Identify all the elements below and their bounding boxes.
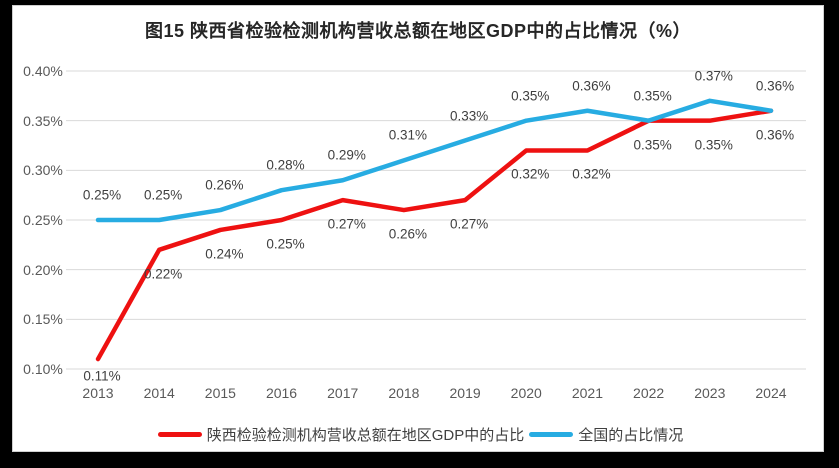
data-label: 0.25% (266, 236, 305, 252)
y-axis-tick-label: 0.35% (23, 112, 63, 129)
chart-legend: 陕西检验检测机构营收总额在地区GDP中的占比 全国的占比情况 (13, 423, 823, 445)
data-label: 0.35% (511, 88, 550, 104)
legend-swatch-shaanxi-line (157, 431, 202, 437)
data-label: 0.31% (388, 127, 428, 143)
x-axis-tick-label: 2016 (265, 385, 298, 401)
x-axis-tick-label: 2017 (327, 385, 359, 401)
x-axis-tick-label: 2019 (449, 385, 481, 401)
data-label: 0.32% (572, 166, 611, 182)
data-label: 0.35% (633, 88, 672, 104)
data-label: 0.11% (83, 368, 121, 384)
data-label: 0.28% (266, 157, 305, 173)
data-label: 0.27% (327, 216, 366, 232)
x-axis-tick-label: 2014 (143, 385, 175, 401)
data-label: 0.24% (205, 246, 244, 262)
data-label: 0.36% (755, 127, 795, 143)
data-label: 0.25% (144, 187, 183, 203)
data-label: 0.22% (144, 266, 183, 282)
legend-label-national: 全国的占比情况 (578, 426, 684, 444)
data-label: 0.37% (694, 68, 733, 84)
data-label: 0.35% (694, 137, 733, 153)
y-axis-tick-label: 0.25% (23, 212, 63, 228)
data-label: 0.36% (755, 78, 795, 94)
y-axis-tick-label: 0.20% (23, 261, 63, 278)
series-line-0 (95, 108, 774, 362)
line-chart-canvas (66, 70, 806, 370)
x-axis-tick-label: 2020 (510, 385, 542, 401)
x-axis-tick-label: 2018 (388, 385, 420, 401)
chart-title: 图15 陕西省检验检测机构营收总额在地区GDP中的占比情况（%） (144, 21, 692, 41)
data-label: 0.27% (449, 216, 489, 232)
data-label: 0.35% (633, 137, 672, 153)
chart-container: 图15 陕西省检验检测机构营收总额在地区GDP中的占比情况（%） 0.10% 0.… (12, 5, 824, 452)
data-label: 0.25% (82, 187, 122, 203)
x-axis-tick-label: 2023 (694, 385, 726, 401)
legend-label-shaanxi: 陕西检验检测机构营收总额在地区GDP中的占比 (206, 426, 525, 444)
x-axis-tick-label: 2015 (204, 385, 236, 401)
y-axis-tick-label: 0.30% (23, 162, 63, 179)
y-axis-tick-label: 0.15% (23, 311, 63, 328)
data-label: 0.36% (572, 78, 611, 94)
data-label: 0.32% (511, 166, 550, 182)
data-label: 0.29% (327, 147, 366, 163)
legend-swatch-national-line (529, 431, 574, 437)
data-label: 0.26% (205, 177, 244, 193)
x-axis-tick-label: 2013 (82, 385, 114, 401)
y-axis-tick-label: 0.10% (23, 361, 63, 377)
x-axis-tick-label: 2022 (633, 385, 665, 401)
data-label: 0.26% (388, 226, 428, 242)
y-axis-tick-label: 0.40% (23, 63, 63, 79)
x-axis-tick-label: 2024 (755, 385, 787, 401)
x-axis-tick-label: 2021 (571, 385, 604, 401)
data-label: 0.33% (449, 108, 489, 124)
series-line-1 (95, 98, 774, 223)
